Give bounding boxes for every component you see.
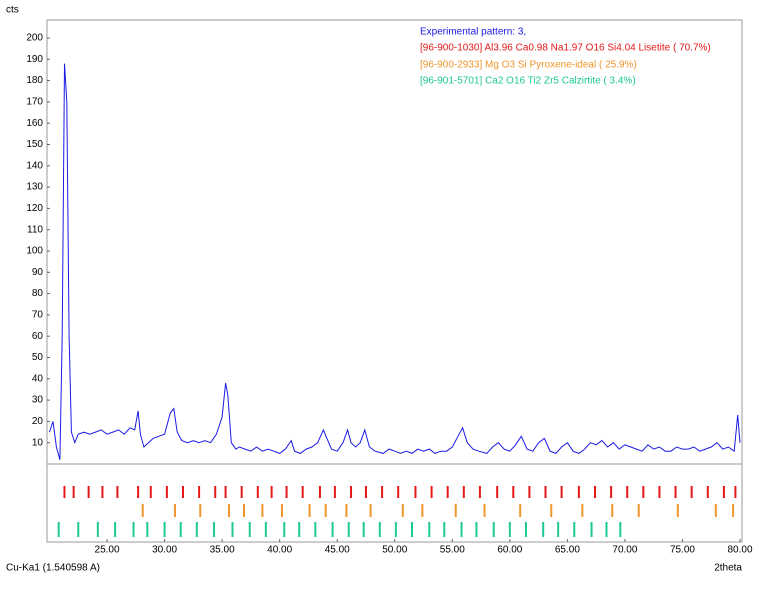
x-axis-label: 2theta [714, 563, 742, 574]
y-tick-label: 80 [32, 288, 44, 299]
y-tick-label: 30 [32, 395, 44, 406]
x-tick-label: 25.00 [95, 545, 120, 556]
y-tick-label: 50 [32, 352, 44, 363]
x-tick-label: 50.00 [382, 545, 407, 556]
y-tick-label: 70 [32, 310, 44, 321]
y-tick-label: 140 [26, 160, 43, 171]
y-tick-label: 160 [26, 118, 43, 129]
y-tick-label: 20 [32, 416, 44, 427]
legend-entry: [96-901-5701] Ca2 O16 Ti2 Zr5 Calzirtite… [420, 76, 636, 87]
y-tick-label: 120 [26, 203, 43, 214]
legend-entry: [96-900-1030] Al3.96 Ca0.98 Na1.97 O16 S… [420, 43, 711, 54]
y-tick-label: 100 [26, 246, 43, 257]
x-tick-label: 65.00 [555, 545, 580, 556]
y-tick-label: 150 [26, 139, 43, 150]
x-tick-label: 70.00 [612, 545, 637, 556]
y-tick-label: 130 [26, 182, 43, 193]
y-tick-label: 60 [32, 331, 44, 342]
y-tick-label: 10 [32, 437, 44, 448]
wavelength-label: Cu-Ka1 (1.540598 A) [6, 563, 100, 574]
pattern-line [49, 63, 741, 460]
y-tick-label: 170 [26, 97, 43, 108]
y-axis-label: cts [6, 5, 19, 16]
x-tick-label: 75.00 [670, 545, 695, 556]
x-tick-label: 60.00 [497, 545, 522, 556]
legend-entry: [96-900-2933] Mg O3 Si Pyroxene-ideal ( … [420, 60, 637, 71]
y-tick-label: 190 [26, 54, 43, 65]
y-tick-label: 110 [27, 224, 43, 235]
x-tick-label: 80.00 [727, 545, 752, 556]
y-tick-label: 200 [26, 33, 43, 44]
x-tick-label: 45.00 [325, 545, 350, 556]
legend-entry: Experimental pattern: 3, [420, 27, 526, 38]
y-tick-label: 40 [32, 373, 44, 384]
x-tick-label: 55.00 [440, 545, 465, 556]
x-tick-label: 40.00 [267, 545, 292, 556]
y-tick-label: 90 [32, 267, 44, 278]
x-tick-label: 35.00 [210, 545, 235, 556]
x-tick-label: 30.00 [152, 545, 177, 556]
y-tick-label: 180 [26, 75, 43, 86]
